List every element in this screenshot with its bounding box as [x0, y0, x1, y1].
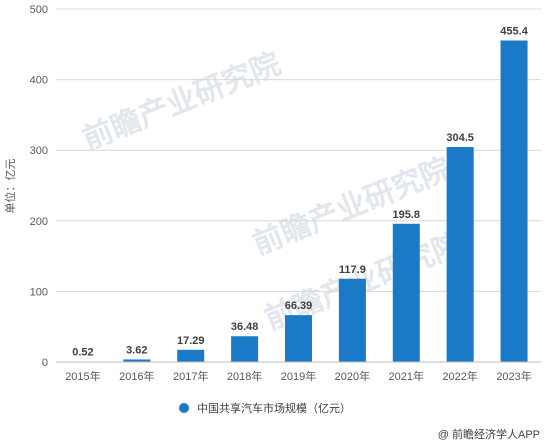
- y-tick-label: 100: [30, 286, 48, 298]
- data-labels: 0.52 3.62 17.29 36.48 66.39 117.9 195.8 304.5 45…: [72, 25, 528, 358]
- x-tick-label: 2017年: [173, 369, 208, 383]
- y-tick-label: 400: [30, 75, 48, 87]
- legend-label: 中国共享汽车市场规模（亿元）: [197, 401, 351, 415]
- bars: [69, 40, 528, 362]
- bar[interactable]: [338, 278, 366, 362]
- bar[interactable]: [500, 40, 528, 362]
- bar[interactable]: [285, 315, 312, 362]
- data-label: 36.48: [231, 321, 259, 333]
- data-label: 304.5: [446, 132, 474, 144]
- y-tick-label: 500: [30, 4, 48, 16]
- data-label: 17.29: [177, 335, 205, 347]
- x-tick-label: 2018年: [227, 369, 262, 383]
- x-tick-label: 2019年: [281, 369, 316, 383]
- source-credit: @ 前瞻经济学人APP: [438, 427, 540, 441]
- bar[interactable]: [231, 336, 259, 362]
- data-label: 195.8: [393, 209, 421, 221]
- bar[interactable]: [446, 147, 474, 362]
- data-label: 3.62: [126, 344, 147, 356]
- watermark-text: 前瞻产业研究院: [78, 46, 285, 156]
- data-label: 455.4: [500, 25, 528, 37]
- bar[interactable]: [392, 223, 420, 362]
- y-tick-label: 0: [42, 357, 48, 369]
- y-axis-title: 单位：亿元: [3, 159, 17, 214]
- x-tick-label: 2015年: [65, 369, 100, 383]
- y-tick-label: 200: [30, 216, 48, 228]
- data-label: 117.9: [339, 264, 366, 276]
- x-axis-ticks: 2015年 2016年 2017年 2018年 2019年 2020年 2021年 2022年…: [65, 369, 532, 383]
- x-tick-label: 2016年: [119, 369, 154, 383]
- legend[interactable]: 中国共享汽车市场规模（亿元）: [179, 401, 351, 415]
- bar[interactable]: [123, 359, 151, 362]
- legend-marker: [179, 403, 189, 413]
- data-label: 0.52: [72, 347, 93, 359]
- y-axis-ticks: 0 100 200 300 400 500: [30, 4, 48, 369]
- x-tick-label: 2021年: [389, 369, 424, 383]
- y-tick-label: 300: [30, 145, 48, 157]
- x-tick-label: 2022年: [442, 369, 477, 383]
- x-tick-label: 2020年: [335, 369, 370, 383]
- data-label: 66.39: [285, 300, 313, 312]
- bar[interactable]: [177, 349, 205, 362]
- x-tick-label: 2023年: [496, 369, 531, 383]
